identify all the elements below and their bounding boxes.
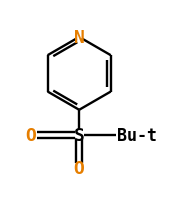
Text: O: O <box>74 159 85 177</box>
Text: S: S <box>74 126 85 144</box>
Text: Bu-t: Bu-t <box>117 126 157 144</box>
Text: N: N <box>74 29 85 47</box>
Text: O: O <box>26 126 37 144</box>
